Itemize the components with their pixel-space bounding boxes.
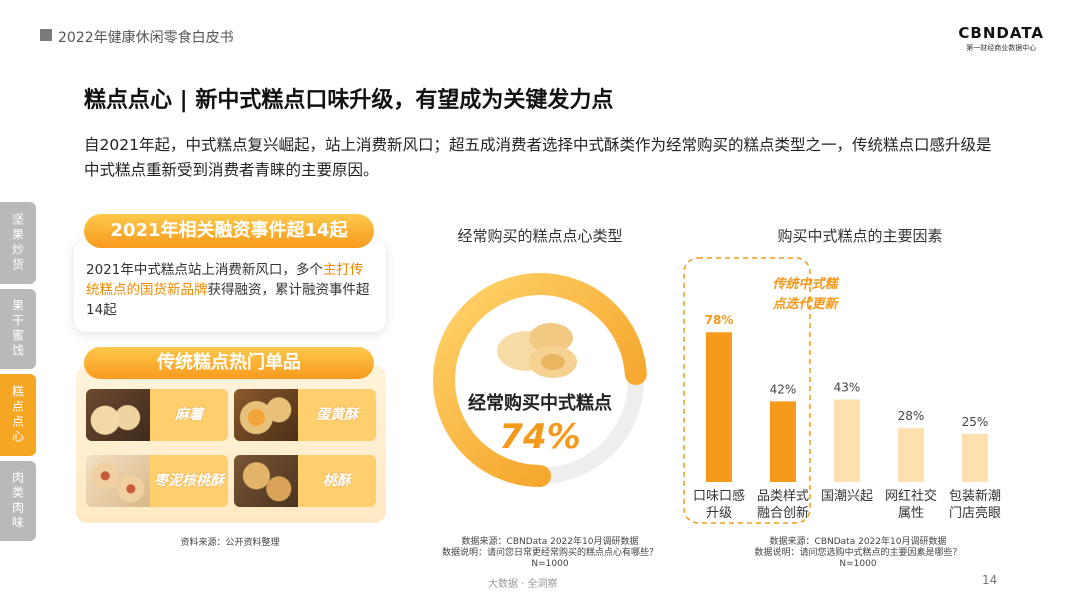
page-title: 糕点点心 | 新中式糕点口味升级，有望成为关键发力点 <box>84 88 614 113</box>
source-line: N=1000 <box>839 559 877 569</box>
side-tab-pastry[interactable]: 糕点点心 <box>0 374 36 456</box>
bar-category-label: 升级 <box>706 506 732 521</box>
bar-3 <box>898 428 924 482</box>
bar-category-label: 国潮兴起 <box>821 489 873 504</box>
side-tab-nuts[interactable]: 坚果炒货 <box>0 202 36 284</box>
product-label: 枣泥核桃酥 <box>154 472 224 489</box>
financing-text: 2021年中式糕点站上消费新风口，多个主打传统糕点的国货新品牌获得融资，累计融资… <box>86 260 376 320</box>
financing-title: 2021年相关融资事件超14起 <box>84 214 374 248</box>
financing-text-part: 2021年中式糕点站上消费新风口，多个 <box>86 262 323 278</box>
bar-value-label: 78% <box>705 313 734 327</box>
products-title: 传统糕点热门单品 <box>84 347 374 379</box>
donut-center-label: 经常购买中式糕点 <box>468 392 612 414</box>
bar-category-label: 网红社交 <box>885 488 937 504</box>
highlight-dashed-box <box>683 257 811 524</box>
logo-subtext: 第一财经商业数据中心 <box>966 44 1037 52</box>
product-label: 桃酥 <box>323 472 351 489</box>
date-walnut-pastry-image <box>86 455 150 507</box>
source-line: 数据来源：CBNData 2022年10月调研数据 <box>769 537 947 547</box>
page-number: 14 <box>982 573 998 587</box>
source-line: 数据说明：请问您选购中式糕点的主要因素是哪些？ <box>754 548 962 558</box>
financing-text-part: 获得融资，累计融资事件超14起 <box>86 282 370 318</box>
pastry-icon <box>497 323 577 378</box>
products-panel: 麻薯 蛋黄酥 枣泥核桃酥 桃酥 <box>76 365 386 523</box>
donut-percent: 74% <box>499 417 580 457</box>
walnut-crisp-image <box>234 455 298 507</box>
bar-category-label: 融合创新 <box>757 505 809 521</box>
product-card-walnut-crisp: 桃酥 <box>234 455 376 507</box>
bar-value-label: 25% <box>962 415 989 429</box>
bar-source: 数据来源：CBNData 2022年10月调研数据 数据说明：请问您选购中式糕点… <box>728 537 988 570</box>
bar-category-label: 属性 <box>898 506 924 521</box>
financing-card: 2021年中式糕点站上消费新风口，多个主打传统糕点的国货新品牌获得融资，累计融资… <box>74 240 386 332</box>
side-tab-label: 糕点点心 <box>10 385 25 445</box>
source-line: 数据说明：请问您日常更经常购买的糕点点心有哪些？ <box>441 548 658 558</box>
donut-arc-chinese-pastry <box>433 273 647 487</box>
financing-highlight: 主打传统糕点的国货新品牌 <box>86 262 364 298</box>
source-line: 数据来源：CBNData 2022年10月调研数据 <box>461 537 639 547</box>
source-line: N=1000 <box>531 559 569 569</box>
cbndata-logo: CBNDATA 第一财经商业数据中心 <box>958 24 1044 53</box>
product-card-mashu: 麻薯 <box>86 389 228 441</box>
callout-line-2: 点迭代更新 <box>771 296 839 312</box>
footer-slogan: 大数据 · 全洞察 <box>488 579 558 590</box>
header-square-icon <box>40 29 52 41</box>
callout-line-1: 传统中式糕 <box>772 276 839 292</box>
bar-category-label: 门店亮眼 <box>949 505 1001 521</box>
bar-value-label: 43% <box>834 380 861 394</box>
side-tab-dried-fruit[interactable]: 果干蜜饯 <box>0 289 36 369</box>
donut-chart: 经常购买中式糕点 74% <box>433 273 647 487</box>
mashu-image <box>86 389 150 441</box>
side-tab-meat[interactable]: 肉类肉味 <box>0 461 36 541</box>
bar-value-label: 28% <box>898 409 925 423</box>
side-tab-label: 坚果炒货 <box>10 213 25 273</box>
side-tab-label: 果干蜜饯 <box>10 299 25 359</box>
bar-0 <box>706 332 732 482</box>
bar-value-label: 42% <box>770 382 797 396</box>
bar-category-label: 品类样式 <box>757 489 809 504</box>
bar-category-label: 包装新潮 <box>949 488 1001 504</box>
product-card-date-walnut-pastry: 枣泥核桃酥 <box>86 455 228 507</box>
side-tab-label: 肉类肉味 <box>10 471 25 531</box>
bar-category-label: 口味口感 <box>693 488 745 504</box>
egg-yolk-pastry-image <box>234 389 298 441</box>
product-card-egg-yolk-pastry: 蛋黄酥 <box>234 389 376 441</box>
product-label: 麻薯 <box>175 406 203 423</box>
bar-2 <box>834 399 860 482</box>
left-source: 资料来源：公开资料整理 <box>180 538 280 548</box>
product-label: 蛋黄酥 <box>316 406 358 423</box>
logo-text: CBNDATA <box>958 24 1044 42</box>
page-subtitle: 自2021年起，中式糕点复兴崛起，站上消费新风口；超五成消费者选择中式酥类作为经… <box>84 136 992 179</box>
bar-1 <box>770 401 796 482</box>
report-title: 2022年健康休闲零食白皮书 <box>58 30 234 46</box>
donut-source: 数据来源：CBNData 2022年10月调研数据 数据说明：请问您日常更经常购… <box>420 537 680 570</box>
bar-chart-title: 购买中式糕点的主要因素 <box>777 227 943 245</box>
donut-chart-title: 经常购买的糕点点心类型 <box>457 227 623 245</box>
bar-4 <box>962 434 988 482</box>
